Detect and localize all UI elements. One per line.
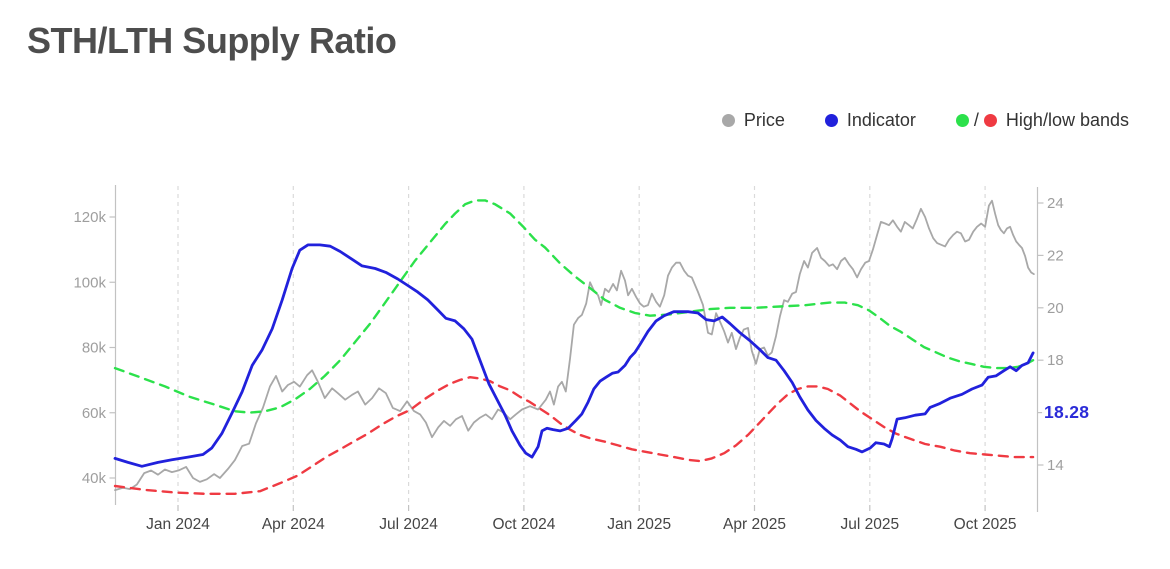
right-axis-tick-label: 24	[1047, 195, 1064, 212]
legend-label-price: Price	[743, 110, 785, 130]
legend-label-bands: High/low bands	[1005, 110, 1129, 130]
x-tick-label: Apr 2025	[723, 516, 786, 533]
x-tick-label: Oct 2024	[492, 516, 555, 533]
chart-legend: Price Indicator / High/low bands	[721, 110, 1129, 131]
legend-item-price[interactable]: Price	[721, 110, 785, 131]
x-tick-label: Oct 2025	[954, 516, 1017, 533]
left-axis-tick-label: 40k	[82, 470, 107, 487]
left-axis-tick-label: 120k	[73, 209, 106, 226]
right-axis-tick-label: 18	[1047, 352, 1064, 369]
last-value-badge: 18.28	[1042, 401, 1092, 424]
x-tick-label: Apr 2024	[262, 516, 325, 533]
x-tick-label: Jan 2025	[607, 516, 671, 533]
price-line[interactable]	[114, 199, 1035, 491]
high-band-dot-icon	[955, 114, 969, 127]
right-axis-tick-label: 20	[1047, 300, 1064, 317]
x-tick-label: Jan 2024	[146, 516, 210, 533]
right-axis-tick-label: 22	[1047, 247, 1064, 264]
left-axis-tick-label: 60k	[82, 405, 107, 422]
indicator-dot-icon	[824, 114, 838, 127]
price-dot-icon	[721, 114, 735, 127]
left-axis-tick-label: 100k	[73, 274, 106, 291]
page-title: STH/LTH Supply Ratio	[27, 20, 397, 61]
indicator-line[interactable]	[113, 243, 1035, 468]
high-band-line[interactable]	[113, 199, 1035, 414]
legend-item-bands[interactable]: / High/low bands	[955, 110, 1129, 131]
low-band-dot-icon	[983, 114, 997, 127]
x-tick-label: Jul 2025	[840, 516, 899, 533]
low-band-line[interactable]	[113, 376, 1035, 495]
left-axis-tick-label: 80k	[82, 340, 107, 357]
legend-item-indicator[interactable]: Indicator	[824, 110, 916, 131]
bands-separator: /	[973, 110, 979, 130]
x-tick-label: Jul 2024	[379, 516, 438, 533]
legend-label-indicator: Indicator	[846, 110, 916, 130]
right-axis-tick-label: 14	[1047, 457, 1064, 474]
